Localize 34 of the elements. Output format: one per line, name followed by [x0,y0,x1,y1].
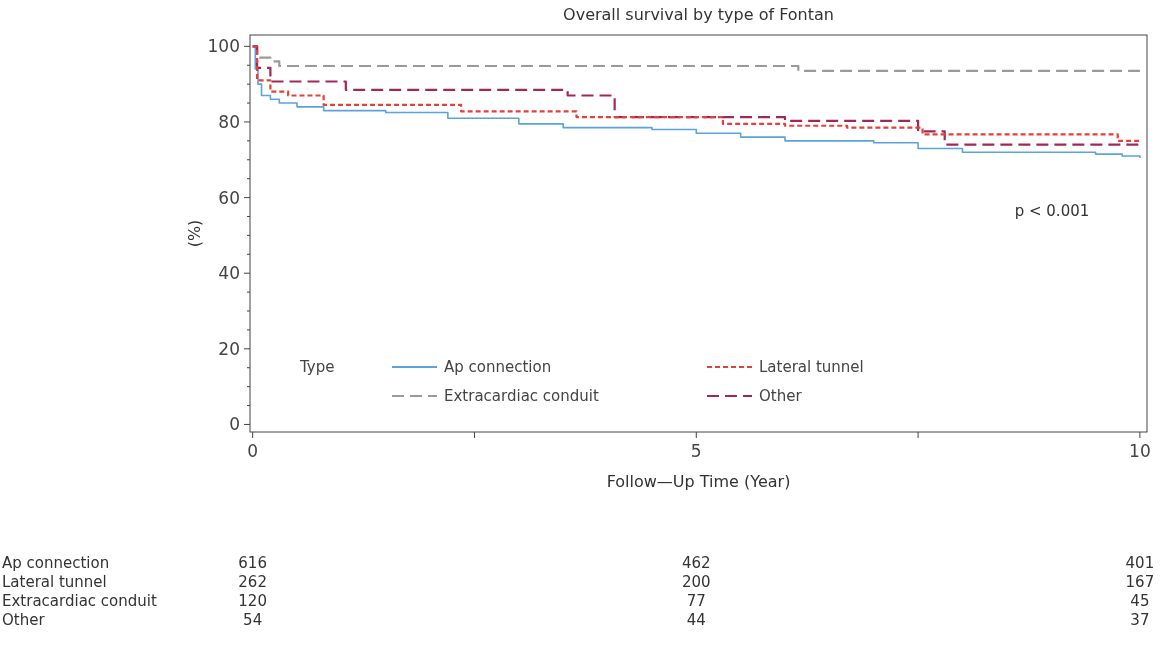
text: 44 [686,611,706,629]
text: 45 [1130,592,1150,610]
y-tick-label: 0 [229,414,240,435]
text: 37 [1130,611,1150,629]
x-tick-label: 0 [247,441,259,461]
text: Extracardiac conduit [2,592,157,610]
text: 77 [686,592,706,610]
text: 401 [1125,554,1155,572]
text: 167 [1125,573,1155,591]
text: Other [2,611,46,629]
legend-label: Extracardiac conduit [444,387,599,405]
text: 462 [681,554,711,572]
legend-label: Lateral tunnel [759,358,864,376]
x-axis-title: Follow—Up Time (Year) [606,472,791,491]
y-tick-label: 60 [218,187,240,208]
text: 200 [681,573,711,591]
annotation: p < 0.001 [1014,202,1090,221]
legend-label: Other [759,387,803,405]
text: Lateral tunnel [2,573,107,591]
text: 120 [238,592,267,610]
legend-title: Type [299,358,335,376]
y-tick-label: 80 [218,111,240,132]
y-tick-label: 40 [218,263,240,284]
y-axis-title: (%) [185,219,204,248]
x-tick-label: 5 [690,441,702,461]
text: 262 [238,573,267,591]
y-tick-label: 100 [207,36,240,57]
y-tick-label: 20 [218,338,240,359]
text: Ap connection [2,554,110,572]
text: 54 [243,611,263,629]
legend-label: Ap connection [444,358,552,376]
chart-title: Overall survival by type of Fontan [563,5,834,24]
text: 616 [238,554,267,572]
x-tick-label: 10 [1129,441,1151,461]
